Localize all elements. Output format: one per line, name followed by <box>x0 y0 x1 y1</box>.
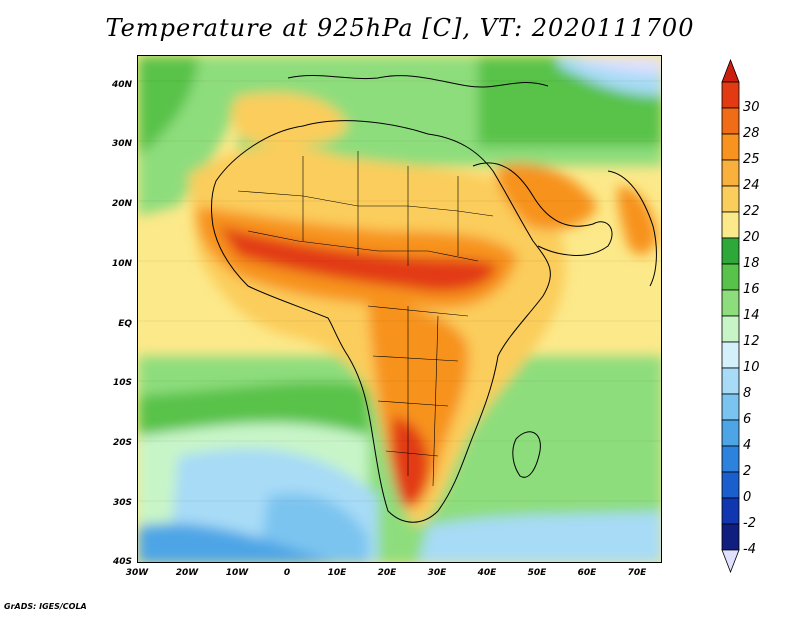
colorbar-swatch <box>721 107 740 135</box>
map-title: Temperature at 925hPa [C], VT: 202011170… <box>105 14 695 42</box>
border-line <box>367 305 469 457</box>
colorbar-tick-label: 30 <box>743 100 760 115</box>
colorbar-swatch <box>721 289 740 317</box>
colorbar-swatch <box>721 419 740 447</box>
india-warm-field <box>617 186 658 255</box>
lon-tick-label: 30W <box>125 568 149 578</box>
country-borders <box>237 151 494 487</box>
graticule <box>138 80 661 502</box>
lat-tick-label: 10N <box>111 259 132 269</box>
colorbar-swatch <box>721 367 740 395</box>
colorbar-swatch <box>721 393 740 421</box>
colorbar-tick-label: -2 <box>743 516 756 531</box>
lat-tick-label: 30N <box>111 139 132 149</box>
colorbar <box>721 58 740 574</box>
lon-tick-label: 70E <box>627 568 647 578</box>
sahel-hottest-belt <box>218 226 498 292</box>
temperature-map <box>137 55 662 563</box>
colorbar-swatch <box>721 523 740 551</box>
colorbar-tick-label: 12 <box>743 334 760 349</box>
colorbar-bottom-arrow <box>721 549 740 574</box>
colorbar-tick-label: 28 <box>743 126 760 141</box>
lon-tick-label: 40E <box>477 568 497 578</box>
colorbar-tick-label: 22 <box>743 204 760 219</box>
map-canvas <box>138 56 661 562</box>
colorbar-tick-label: 14 <box>743 308 760 323</box>
lat-tick-label: 40N <box>111 80 132 90</box>
africa-coastline <box>211 120 551 523</box>
colorbar-tick-label: 4 <box>743 438 752 453</box>
colorbar-top-arrow <box>721 58 740 83</box>
colorbar-swatch <box>721 341 740 369</box>
lon-tick-label: 10E <box>327 568 347 578</box>
coastlines <box>211 74 657 523</box>
india-coastline <box>607 170 657 287</box>
colorbar-swatch <box>721 471 740 499</box>
northeast-coldest-field <box>578 56 661 74</box>
arabia-coastline <box>472 162 613 256</box>
madagascar-coastline <box>512 431 541 478</box>
southern-africa-hottest <box>391 416 429 508</box>
colorbar-swatch <box>721 185 740 213</box>
border-line <box>407 306 439 487</box>
lat-tick-label: 30S <box>112 498 132 508</box>
colorbar-swatch <box>721 237 740 265</box>
colorbar-tick-label: 25 <box>743 152 760 167</box>
northwest-atlantic-green <box>138 56 198 156</box>
lon-tick-label: 50E <box>527 568 547 578</box>
lon-tick-label: 0 <box>283 568 291 578</box>
colorbar-swatch <box>721 315 740 343</box>
colorbar-tick-label: 16 <box>743 282 760 297</box>
lat-tick-label: 10S <box>112 378 132 388</box>
lon-tick-label: 10W <box>225 568 249 578</box>
colorbar-swatch <box>721 497 740 525</box>
indian-ocean-blue-band <box>418 511 661 562</box>
northwest-sahara-warm <box>231 92 348 146</box>
colorbar-tick-label: 20 <box>743 230 760 245</box>
colorbar-swatch <box>721 81 740 109</box>
lon-tick-label: 30E <box>427 568 447 578</box>
colorbar-swatch <box>721 211 740 239</box>
lat-tick-label: 20N <box>111 199 132 209</box>
lon-tick-label: 20W <box>175 568 199 578</box>
lon-tick-label: 20E <box>377 568 397 578</box>
arabia-warm-field <box>497 163 598 230</box>
lat-tick-label: 40S <box>112 557 132 567</box>
colorbar-tick-label: 24 <box>743 178 760 193</box>
border-line <box>237 190 494 217</box>
colorbar-swatch <box>721 133 740 161</box>
colorbar-tick-label: 8 <box>743 386 752 401</box>
colorbar-swatch <box>721 263 740 291</box>
colorbar-swatch <box>721 159 740 187</box>
colorbar-tick-label: 0 <box>743 490 752 505</box>
colorbar-tick-label: 18 <box>743 256 760 271</box>
atlantic-blue-band <box>258 493 368 562</box>
colorbar-tick-label: 2 <box>743 464 752 479</box>
europe-coastline <box>287 74 549 88</box>
colorbar-tick-label: 10 <box>743 360 760 375</box>
colorbar-tick-label: 6 <box>743 412 752 427</box>
credit-text: GrADS: IGES/COLA <box>4 602 87 611</box>
lat-tick-label: EQ <box>118 319 132 329</box>
lat-tick-label: 20S <box>112 438 132 448</box>
lon-tick-label: 60E <box>577 568 597 578</box>
colorbar-tick-label: -4 <box>743 542 756 557</box>
border-line <box>302 151 459 266</box>
colorbar-swatch <box>721 445 740 473</box>
south-atlantic-cold-band <box>138 523 333 562</box>
